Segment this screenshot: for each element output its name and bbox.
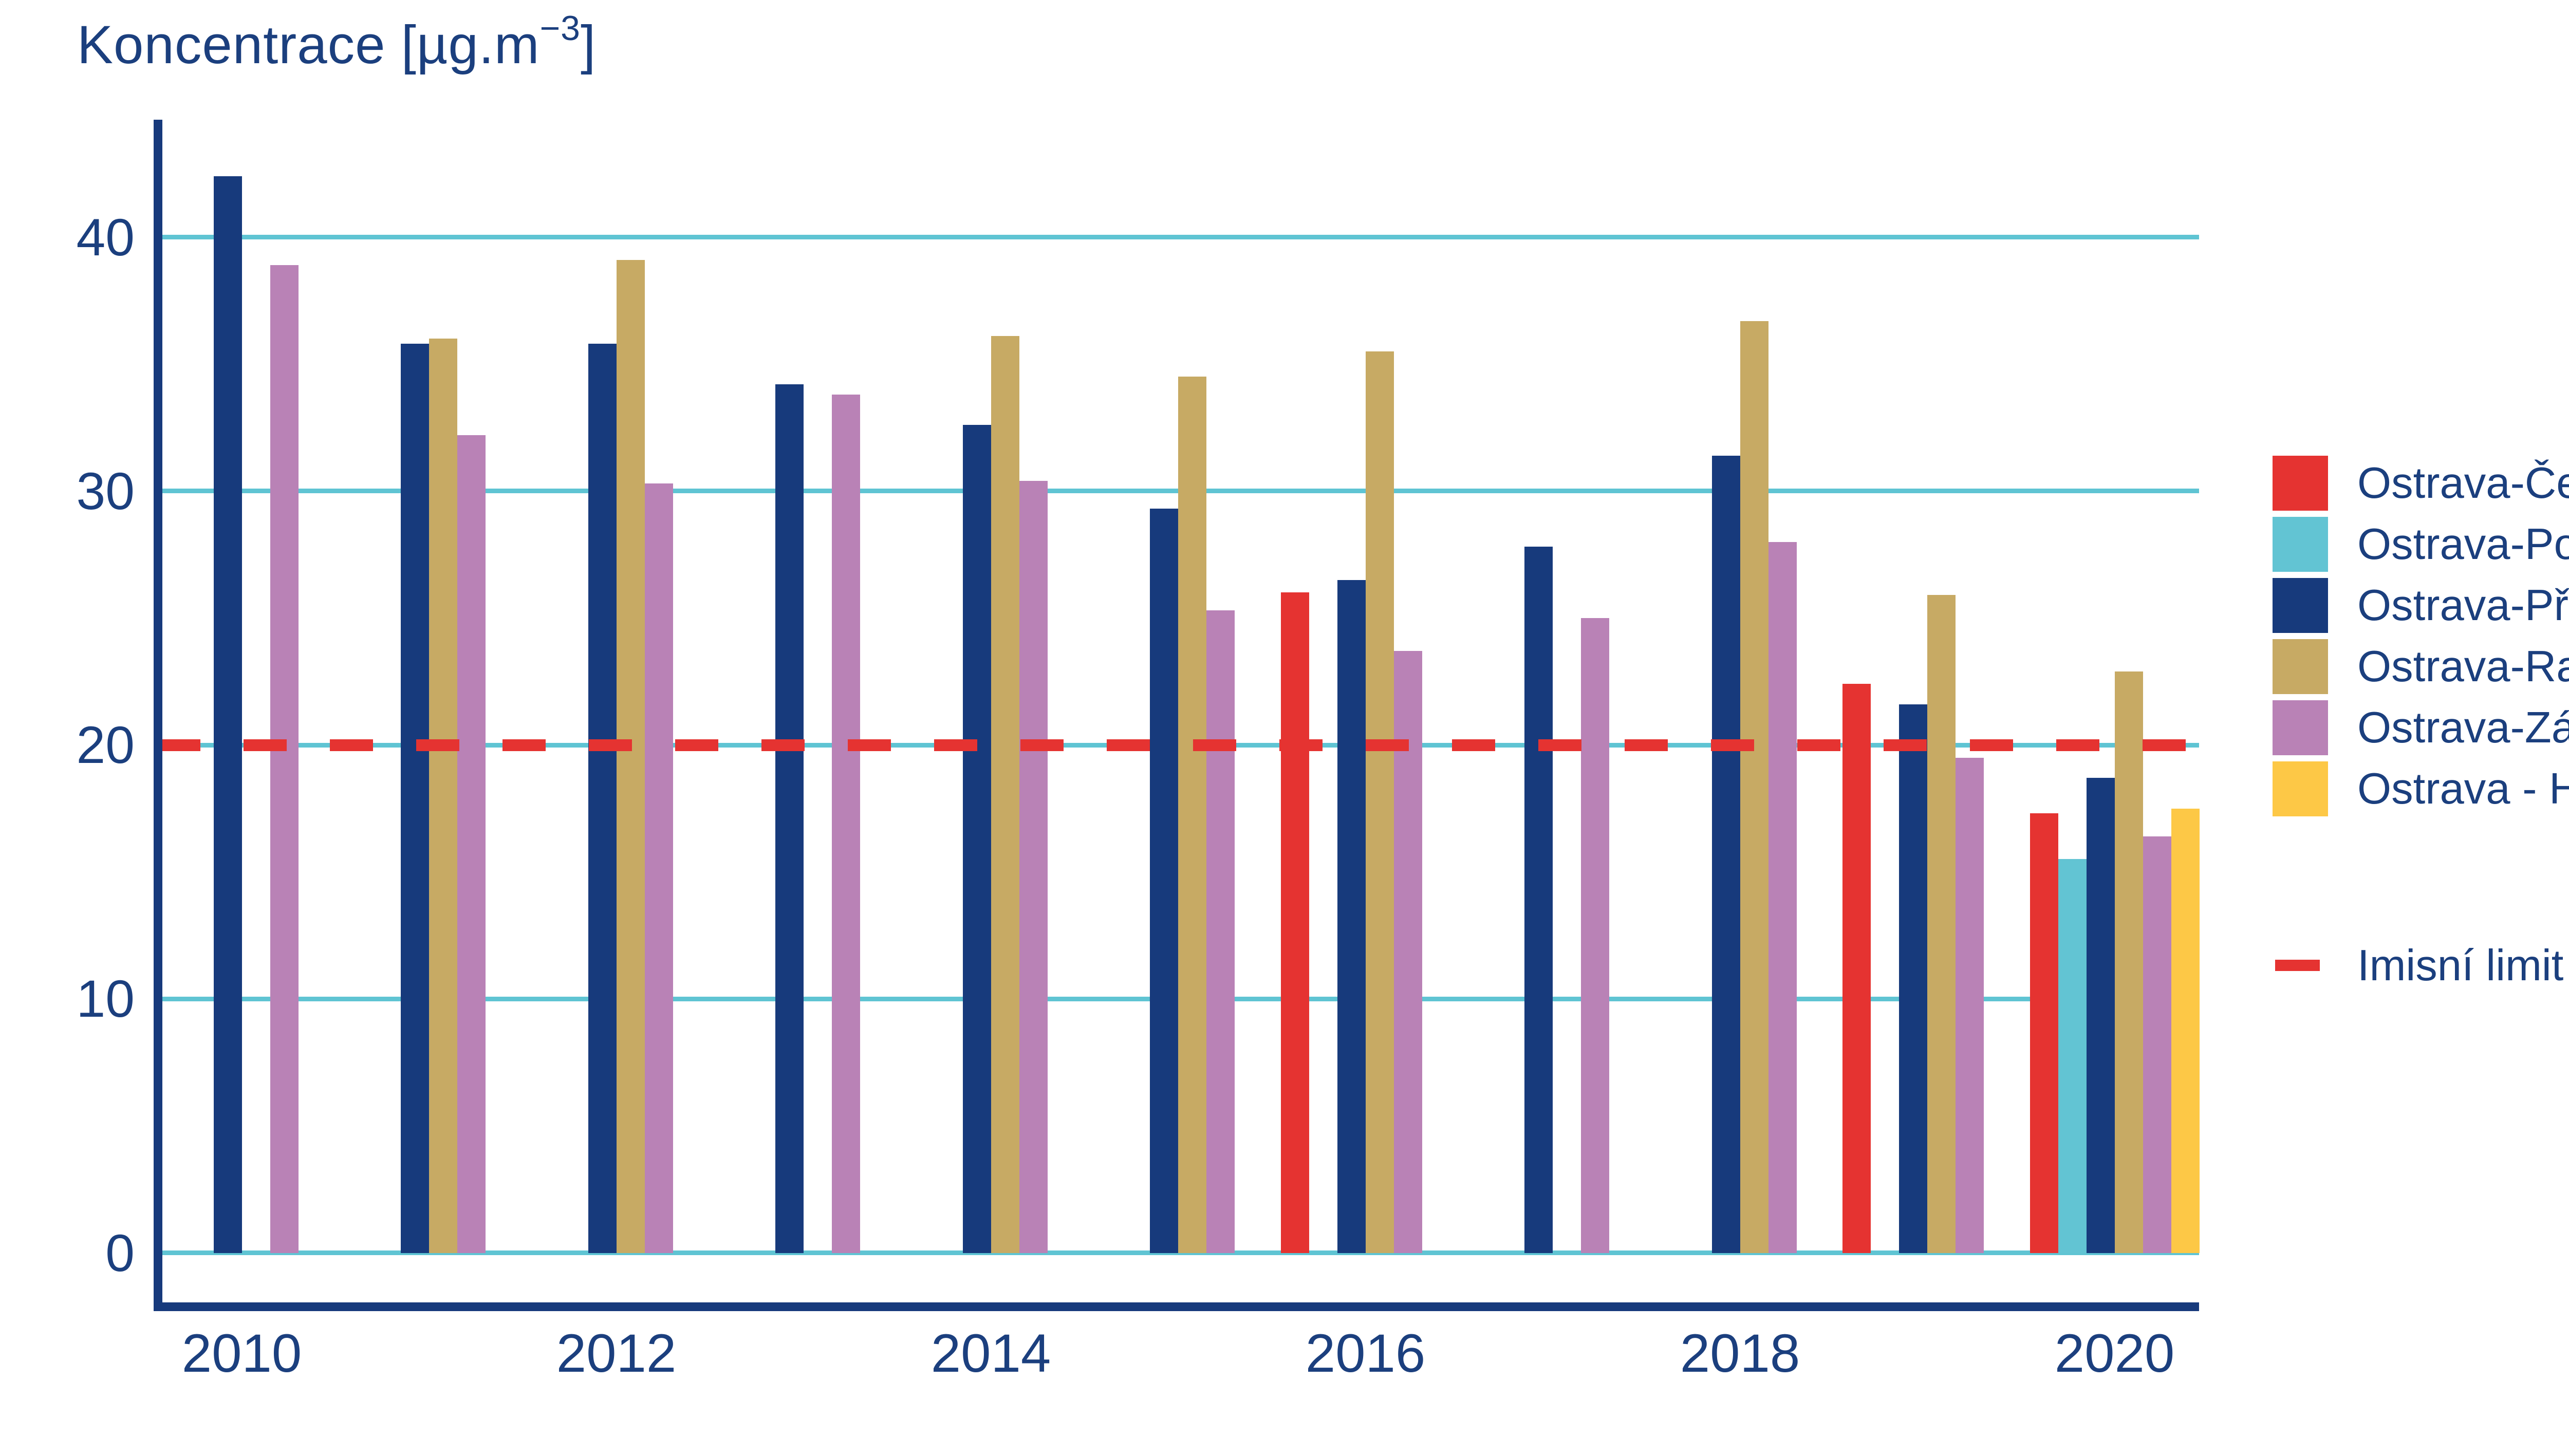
legend-swatch-Ostrava-Radvanice ZÚ (2273, 639, 2328, 694)
legend-label-Ostrava-Českobratrská (hot spot): Ostrava-Českobratrská (hot spot) (2357, 459, 2569, 508)
bar-2013-Ostrava-Zábřeh (832, 394, 860, 1253)
bar-2019-Ostrava-Zábřeh (1956, 757, 1984, 1253)
bar-2018-Ostrava-Přívoz (1711, 455, 1740, 1253)
bar-2020-Ostrava - Hrušov (2171, 808, 2200, 1253)
x-axis-line (154, 1302, 2199, 1311)
bar-2011-Ostrava-Radvanice ZÚ (429, 339, 457, 1253)
bar-2020-Ostrava-Přívoz (2086, 778, 2115, 1253)
bar-2013-Ostrava-Přívoz (775, 384, 804, 1253)
bar-2018-Ostrava-Radvanice ZÚ (1740, 321, 1768, 1253)
bar-2020-Ostrava-Českobratrská (hot spot) (2030, 813, 2058, 1253)
x-tick-label-2010: 2010 (181, 1323, 302, 1384)
bar-2019-Ostrava-Radvanice ZÚ (1927, 595, 1956, 1253)
legend-swatch-Ostrava-Poruba, DD (2273, 517, 2328, 572)
x-tick-label-2020: 2020 (2054, 1323, 2175, 1384)
x-tick-label-2012: 2012 (556, 1323, 677, 1384)
y-tick-label-0: 0 (105, 1223, 135, 1282)
legend-label-Ostrava-Radvanice ZÚ: Ostrava-Radvanice ZÚ (2357, 642, 2569, 691)
legend-label-Ostrava - Hrušov: Ostrava - Hrušov (2357, 764, 2569, 813)
bar-2019-Ostrava-Českobratrská (hot spot) (1842, 684, 1871, 1253)
y-tick-label-20: 20 (76, 716, 135, 774)
legend-label-imisni-limit: Imisní limit (2357, 941, 2564, 990)
limit-line (157, 739, 2199, 751)
bar-2015-Ostrava-Zábřeh (1206, 610, 1235, 1253)
bar-2014-Ostrava-Radvanice ZÚ (991, 336, 1019, 1253)
legend-label-Ostrava-Poruba, DD: Ostrava-Poruba, DD (2357, 520, 2569, 569)
bar-2016-Ostrava-Českobratrská (hot spot) (1280, 592, 1309, 1253)
legend-swatch-Ostrava-Českobratrská (hot spot) (2273, 456, 2328, 511)
bar-2015-Ostrava-Přívoz (1150, 509, 1178, 1253)
y-tick-label-10: 10 (76, 969, 135, 1029)
chart-title-end: ] (580, 15, 597, 75)
legend-swatch-Ostrava-Přívoz (2273, 578, 2328, 633)
x-tick-label-2018: 2018 (1680, 1323, 1800, 1384)
bar-2018-Ostrava-Zábřeh (1768, 542, 1797, 1253)
bar-2016-Ostrava-Přívoz (1337, 580, 1366, 1253)
bar-2017-Ostrava-Zábřeh (1581, 618, 1609, 1253)
legend-label-Ostrava-Přívoz: Ostrava-Přívoz (2357, 581, 2569, 630)
legend-label-Ostrava-Zábřeh: Ostrava-Zábřeh (2357, 703, 2569, 752)
y-axis-line (154, 120, 162, 1311)
bar-2016-Ostrava-Radvanice ZÚ (1365, 351, 1394, 1253)
x-tick-label-2014: 2014 (930, 1323, 1051, 1384)
bar-2012-Ostrava-Přívoz (588, 344, 617, 1253)
chart-title-exponent: −3 (539, 9, 581, 48)
bar-2016-Ostrava-Zábřeh (1393, 651, 1422, 1253)
y-tick-label-30: 30 (76, 461, 135, 520)
bar-2019-Ostrava-Přívoz (1899, 704, 1927, 1253)
bar-2017-Ostrava-Přívoz (1524, 547, 1553, 1253)
bar-2010-Ostrava-Zábřeh (270, 265, 299, 1253)
legend-swatch-imisni-limit (2275, 960, 2320, 971)
legend-swatch-Ostrava - Hrušov (2273, 761, 2328, 816)
bar-2010-Ostrava-Přívoz (213, 176, 242, 1253)
chart-title-base: Koncentrace [µg.m (77, 15, 540, 75)
bar-2012-Ostrava-Radvanice ZÚ (616, 259, 645, 1253)
x-tick-label-2016: 2016 (1305, 1323, 1426, 1384)
bar-2011-Ostrava-Zábřeh (457, 435, 486, 1253)
bar-2014-Ostrava-Zábřeh (1019, 480, 1048, 1253)
bar-2012-Ostrava-Zábřeh (644, 483, 673, 1253)
bar-2011-Ostrava-Přívoz (401, 344, 429, 1253)
bar-2015-Ostrava-Radvanice ZÚ (1178, 377, 1206, 1253)
bar-2020-Ostrava-Poruba, DD (2058, 859, 2087, 1253)
gridline-40 (162, 235, 2199, 239)
bar-2020-Ostrava-Zábřeh (2143, 836, 2171, 1253)
y-tick-label-40: 40 (76, 208, 135, 267)
bar-2014-Ostrava-Přívoz (962, 425, 991, 1253)
legend-swatch-Ostrava-Zábřeh (2273, 700, 2328, 755)
chart-title: Koncentrace [µg.m−3] (77, 9, 597, 76)
bar-2020-Ostrava-Radvanice ZÚ (2114, 671, 2143, 1253)
